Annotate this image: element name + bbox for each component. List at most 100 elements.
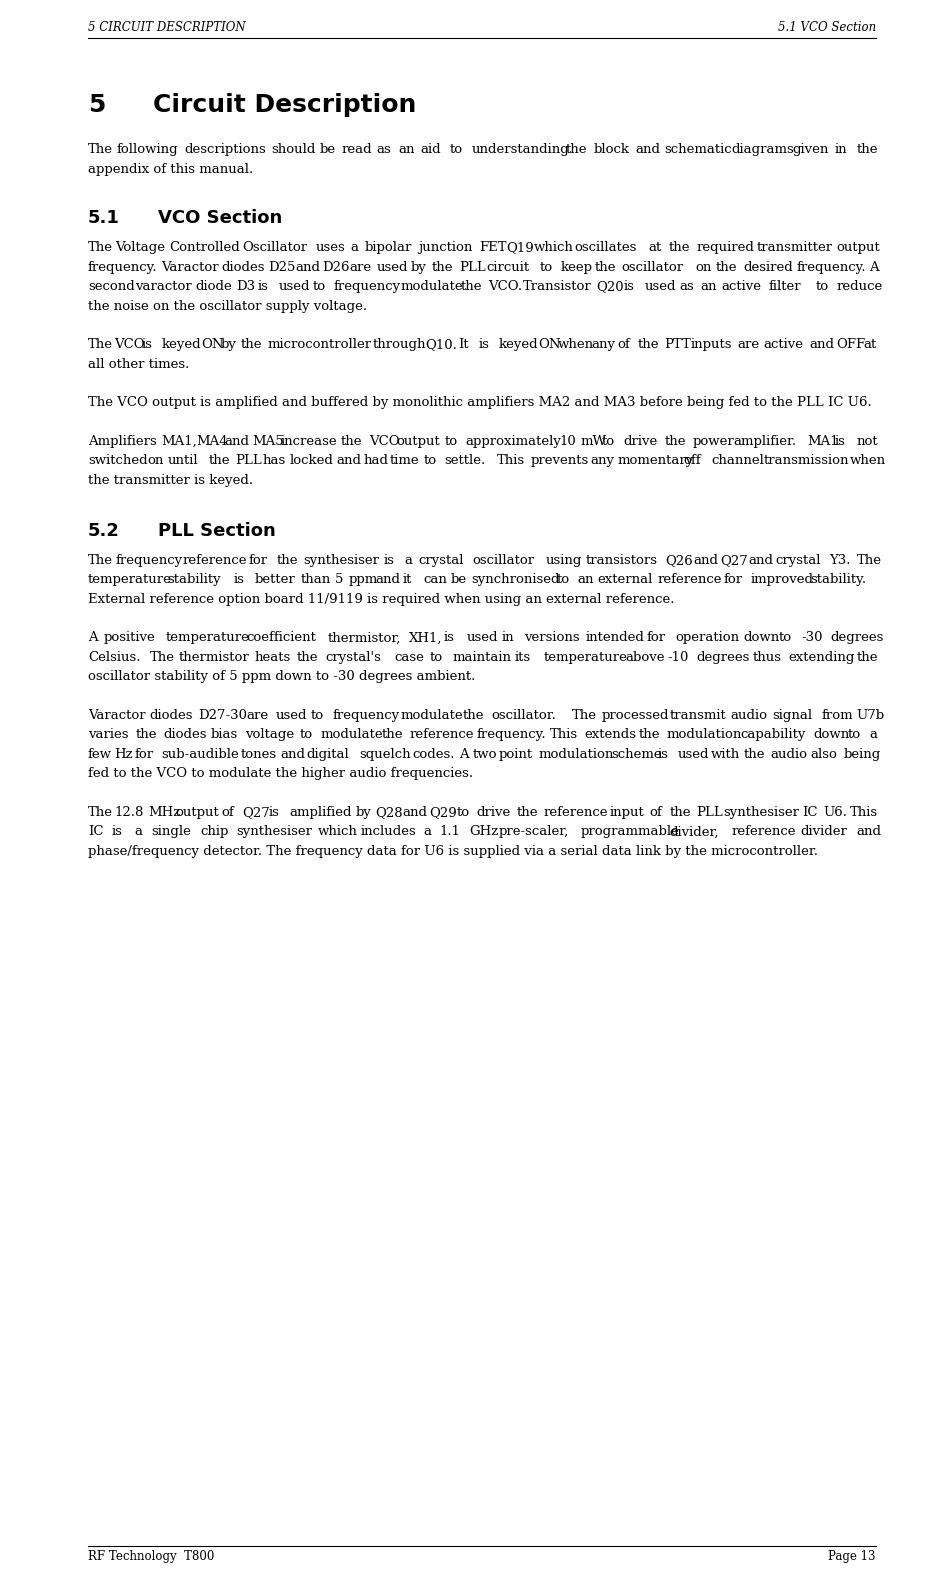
- Text: are: are: [737, 338, 759, 351]
- Text: intended: intended: [586, 632, 645, 645]
- Text: is: is: [257, 280, 268, 294]
- Text: transmit: transmit: [669, 709, 726, 722]
- Text: Voltage: Voltage: [116, 242, 166, 254]
- Text: PLL: PLL: [235, 455, 262, 468]
- Text: maintain: maintain: [452, 651, 512, 664]
- Text: 1.1: 1.1: [440, 825, 461, 839]
- Text: modulation: modulation: [538, 747, 614, 762]
- Text: Q27: Q27: [720, 555, 748, 567]
- Text: temperature: temperature: [544, 651, 628, 664]
- Text: 5: 5: [335, 574, 343, 586]
- Text: positive: positive: [103, 632, 155, 645]
- Text: and: and: [693, 555, 718, 567]
- Text: ON: ON: [201, 338, 224, 351]
- Text: microcontroller: microcontroller: [267, 338, 372, 351]
- Text: thus: thus: [752, 651, 781, 664]
- Text: Celsius.: Celsius.: [88, 651, 140, 664]
- Text: understanding: understanding: [471, 144, 569, 156]
- Text: fed to the VCO to modulate the higher audio frequencies.: fed to the VCO to modulate the higher au…: [88, 768, 473, 781]
- Text: the: the: [638, 728, 660, 741]
- Text: to: to: [779, 632, 793, 645]
- Text: 5 CIRCUIT DESCRIPTION: 5 CIRCUIT DESCRIPTION: [88, 21, 246, 35]
- Text: stability.: stability.: [811, 574, 866, 586]
- Text: and: and: [748, 555, 773, 567]
- Text: frequency: frequency: [334, 280, 401, 294]
- Text: to: to: [540, 261, 553, 273]
- Text: MA1: MA1: [807, 435, 839, 447]
- Text: coefficient: coefficient: [246, 632, 317, 645]
- Text: voltage: voltage: [246, 728, 295, 741]
- Text: as: as: [679, 280, 694, 294]
- Text: amplifier.: amplifier.: [734, 435, 796, 447]
- Text: crystal's: crystal's: [326, 651, 381, 664]
- Text: output: output: [175, 806, 219, 818]
- Text: sub-audible: sub-audible: [161, 747, 239, 762]
- Text: This: This: [498, 455, 525, 468]
- Text: The: The: [88, 555, 113, 567]
- Text: better: better: [254, 574, 295, 586]
- Text: to: to: [424, 455, 437, 468]
- Text: reference: reference: [658, 574, 722, 586]
- Text: to: to: [556, 574, 570, 586]
- Text: synchronised: synchronised: [471, 574, 559, 586]
- Text: momentary: momentary: [618, 455, 694, 468]
- Text: A: A: [88, 632, 98, 645]
- Text: varactor: varactor: [136, 280, 192, 294]
- Text: used: used: [678, 747, 709, 762]
- Text: PLL Section: PLL Section: [158, 521, 276, 540]
- Text: reference: reference: [182, 555, 246, 567]
- Text: keep: keep: [560, 261, 592, 273]
- Text: keyed: keyed: [161, 338, 201, 351]
- Text: oscillator stability of 5 ppm down to -30 degrees ambient.: oscillator stability of 5 ppm down to -3…: [88, 670, 475, 684]
- Text: than: than: [301, 574, 331, 586]
- Text: the: the: [638, 338, 659, 351]
- Text: D27-30: D27-30: [198, 709, 246, 722]
- Text: by: by: [221, 338, 237, 351]
- Text: temperature: temperature: [165, 632, 249, 645]
- Text: versions: versions: [524, 632, 579, 645]
- Text: 10: 10: [559, 435, 575, 447]
- Text: D26: D26: [322, 261, 350, 273]
- Text: IC: IC: [88, 825, 103, 839]
- Text: transmitter: transmitter: [757, 242, 833, 254]
- Text: in: in: [501, 632, 514, 645]
- Text: squelch: squelch: [359, 747, 411, 762]
- Text: the: the: [432, 261, 453, 273]
- Text: frequency: frequency: [116, 555, 183, 567]
- Text: the: the: [517, 806, 538, 818]
- Text: diode: diode: [195, 280, 232, 294]
- Text: extending: extending: [788, 651, 854, 664]
- Text: in: in: [834, 144, 847, 156]
- Text: the: the: [241, 338, 263, 351]
- Text: audio: audio: [731, 709, 768, 722]
- Text: being: being: [844, 747, 881, 762]
- Text: locked: locked: [289, 455, 334, 468]
- Text: bias: bias: [210, 728, 238, 741]
- Text: a: a: [423, 825, 431, 839]
- Text: ppm: ppm: [349, 574, 377, 586]
- Text: and: and: [336, 455, 361, 468]
- Text: This: This: [550, 728, 578, 741]
- Text: drive: drive: [477, 806, 511, 818]
- Text: OFF: OFF: [836, 338, 866, 351]
- Text: FET: FET: [479, 242, 506, 254]
- Text: is: is: [111, 825, 122, 839]
- Text: amplified: amplified: [289, 806, 352, 818]
- Text: the: the: [209, 455, 229, 468]
- Text: Oscillator: Oscillator: [243, 242, 308, 254]
- Text: mW: mW: [580, 435, 607, 447]
- Text: keyed: keyed: [499, 338, 538, 351]
- Text: inputs: inputs: [691, 338, 733, 351]
- Text: diagrams: diagrams: [732, 144, 794, 156]
- Text: used: used: [279, 280, 310, 294]
- Text: oscillator.: oscillator.: [491, 709, 556, 722]
- Text: with: with: [711, 747, 739, 762]
- Text: the: the: [856, 144, 878, 156]
- Text: schematic: schematic: [664, 144, 732, 156]
- Text: ON: ON: [538, 338, 560, 351]
- Text: chip: chip: [200, 825, 228, 839]
- Text: drive: drive: [623, 435, 658, 447]
- Text: MHz: MHz: [148, 806, 180, 818]
- Text: 5.1 VCO Section: 5.1 VCO Section: [777, 21, 876, 35]
- Text: the: the: [670, 806, 691, 818]
